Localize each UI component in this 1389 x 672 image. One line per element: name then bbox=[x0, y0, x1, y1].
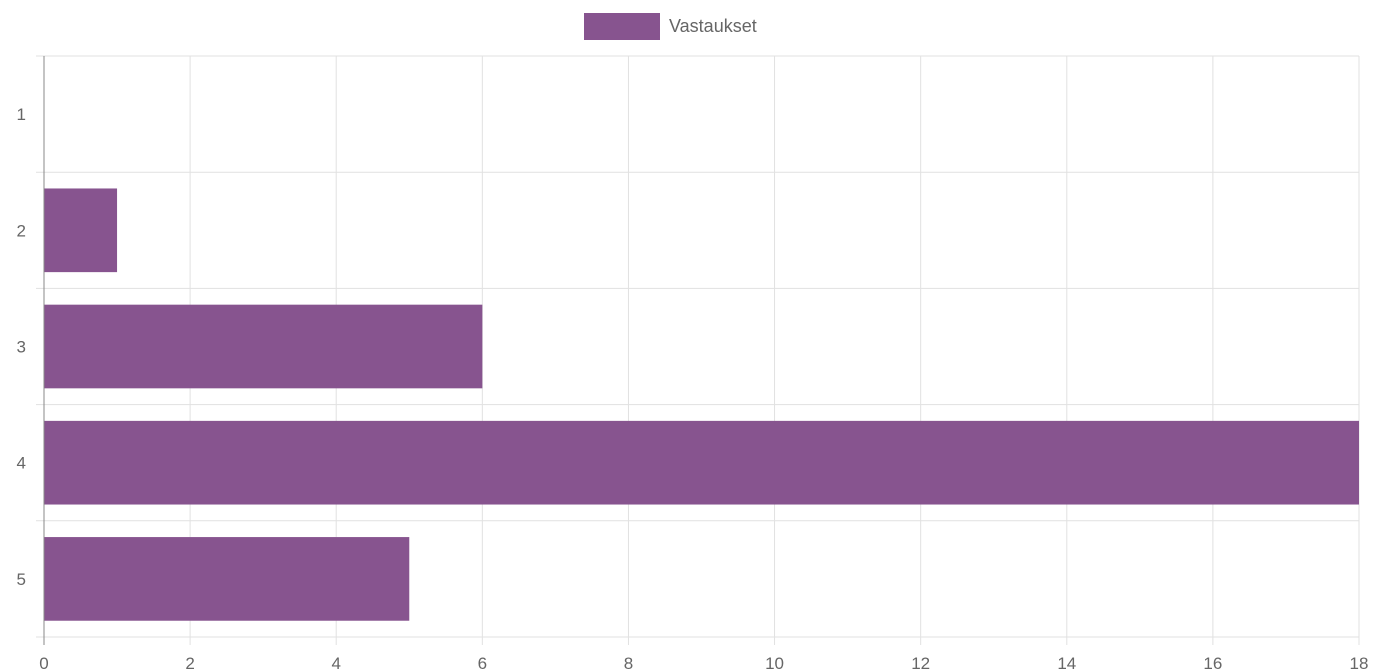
bar-3[interactable] bbox=[44, 304, 483, 389]
legend[interactable]: Vastaukset bbox=[584, 13, 757, 40]
x-tick-label: 8 bbox=[624, 654, 633, 672]
y-tick-label: 5 bbox=[17, 570, 26, 589]
y-axis-tick-labels: 1 2 3 4 5 bbox=[17, 105, 26, 589]
x-tick-label: 0 bbox=[39, 654, 48, 672]
x-tick-label: 10 bbox=[765, 654, 784, 672]
x-tick-label: 16 bbox=[1203, 654, 1222, 672]
grid-lines bbox=[36, 55, 1360, 645]
legend-label: Vastaukset bbox=[669, 16, 757, 36]
y-tick-label: 4 bbox=[17, 454, 26, 473]
bar-4[interactable] bbox=[44, 420, 1359, 505]
y-tick-label: 2 bbox=[17, 221, 26, 240]
x-tick-label: 4 bbox=[331, 654, 340, 672]
x-tick-label: 2 bbox=[185, 654, 194, 672]
x-tick-label: 12 bbox=[911, 654, 930, 672]
x-tick-label: 6 bbox=[478, 654, 487, 672]
bars bbox=[44, 188, 1359, 621]
x-axis-tick-labels: 0 2 4 6 8 10 12 14 16 18 bbox=[39, 654, 1368, 672]
x-tick-label: 18 bbox=[1350, 654, 1369, 672]
y-tick-label: 1 bbox=[17, 105, 26, 124]
legend-swatch bbox=[584, 13, 660, 40]
bar-2[interactable] bbox=[44, 188, 118, 273]
bar-5[interactable] bbox=[44, 537, 410, 621]
y-tick-label: 3 bbox=[17, 338, 26, 357]
x-tick-label: 14 bbox=[1057, 654, 1076, 672]
